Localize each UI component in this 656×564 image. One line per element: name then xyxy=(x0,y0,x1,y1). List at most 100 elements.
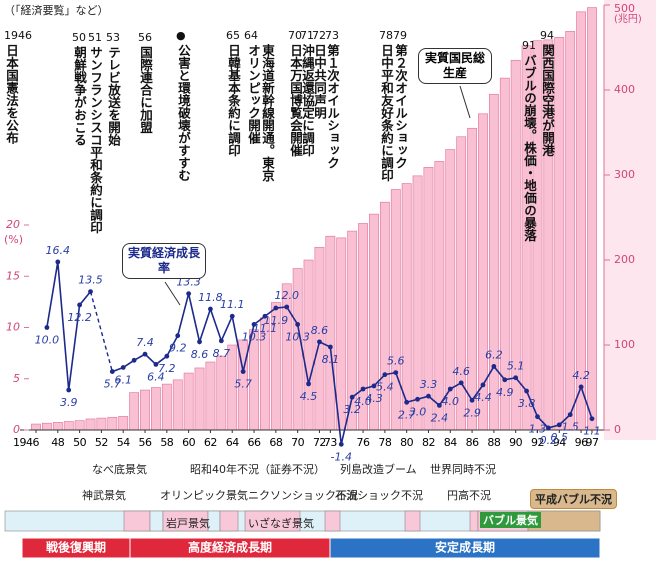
event-text: 日本万国博覧会開催 xyxy=(288,44,303,157)
data-label: 12.0 xyxy=(274,289,299,302)
timeline-cell xyxy=(324,510,341,532)
data-label: 5.6 xyxy=(387,355,405,368)
series-callout: 実質経済成長率 xyxy=(122,243,206,279)
data-label: 1.5 xyxy=(561,421,579,434)
point xyxy=(327,344,333,350)
y2-axis-label: (兆円) xyxy=(614,13,642,25)
bar xyxy=(52,422,63,431)
data-label: 0.5 xyxy=(551,431,569,444)
y-axis-label: (%) xyxy=(4,233,23,246)
point xyxy=(382,372,388,378)
data-label: 3.9 xyxy=(60,396,78,409)
point xyxy=(360,386,366,392)
bar xyxy=(74,420,85,431)
point xyxy=(197,339,202,345)
point xyxy=(77,302,83,308)
x-tick-label: 52 xyxy=(95,436,108,449)
timeline-label: バブル景気 xyxy=(480,512,541,528)
timeline-label: 円高不況 xyxy=(447,489,491,502)
timeline-cell xyxy=(123,510,151,532)
y-tick-label: 10 xyxy=(6,321,20,334)
bar xyxy=(140,389,150,431)
event-text: 公害と環境破壊がすすむ xyxy=(176,44,191,182)
event-year: 91 xyxy=(522,39,536,52)
bar xyxy=(554,36,565,431)
point xyxy=(164,353,170,359)
timeline-label: 列島改造ブーム xyxy=(340,463,417,476)
data-label: 4.0 xyxy=(354,395,372,408)
x-tick-label: 1946 xyxy=(13,436,39,449)
x-tick-label: 96 xyxy=(575,436,588,449)
x-tick-label: 80 xyxy=(400,436,413,449)
event-text: 日本国憲法を公布 xyxy=(4,44,19,144)
timeline-label: 石油ショック不況 xyxy=(335,489,423,502)
data-label: 5.7 xyxy=(104,378,122,391)
point xyxy=(349,394,355,400)
point xyxy=(142,351,148,357)
event-year: 64 xyxy=(244,29,258,42)
event-year: 73 xyxy=(325,29,339,42)
point xyxy=(436,403,442,408)
data-label: 7.4 xyxy=(136,336,154,349)
point xyxy=(317,339,322,345)
gap-line xyxy=(89,291,113,372)
data-label: 11.9 xyxy=(264,314,289,327)
bar xyxy=(107,416,118,431)
timeline-label: ニクソンショック不況 xyxy=(248,489,358,502)
x-tick-label: 70 xyxy=(291,436,304,449)
x-tick-label: 84 xyxy=(444,436,457,449)
bar xyxy=(510,59,521,431)
bar xyxy=(96,417,107,431)
x-tick-label: 64 xyxy=(226,436,239,449)
data-label: 0.2 xyxy=(540,434,558,447)
y2-tick-label: 300 xyxy=(614,168,635,181)
event-text: 関西国際空港が開港 xyxy=(540,44,555,157)
event-text: 国際連合に加盟 xyxy=(138,46,153,134)
point xyxy=(535,414,540,420)
bar xyxy=(42,422,52,431)
data-label: 5.4 xyxy=(376,381,394,394)
event-text: 日中共同声明 xyxy=(312,44,327,119)
point xyxy=(545,425,551,431)
point xyxy=(524,388,529,394)
x-tick-label: 62 xyxy=(204,436,217,449)
x-tick-label: 60 xyxy=(182,436,195,449)
point xyxy=(589,416,595,422)
point xyxy=(186,291,192,297)
point xyxy=(480,382,486,388)
data-label: 4.2 xyxy=(572,369,590,382)
bar xyxy=(183,372,194,431)
bar xyxy=(412,175,423,431)
x-tick-label: 76 xyxy=(357,436,370,449)
point xyxy=(502,377,508,383)
data-label: 2.4 xyxy=(431,411,449,424)
point xyxy=(426,393,431,399)
data-label: 2.7 xyxy=(398,408,416,421)
data-label: 3.0 xyxy=(409,405,427,418)
data-label: 10.0 xyxy=(35,334,60,347)
data-label: 11.1 xyxy=(220,298,245,311)
source: （「経済要覧」など） xyxy=(4,4,109,17)
x-tick-label: 72 xyxy=(313,436,326,449)
timeline-cell xyxy=(149,510,164,532)
data-label: 8.7 xyxy=(213,347,231,360)
event-text: 朝鮮戦争がおこる xyxy=(72,46,87,146)
data-label: 16.4 xyxy=(46,244,71,257)
data-label: 3.2 xyxy=(343,403,361,416)
point xyxy=(262,313,268,319)
bar xyxy=(336,237,347,431)
y-tick-label: 15 xyxy=(6,269,20,282)
bar xyxy=(194,367,205,431)
timeline-label: 昭和40年不況（証券不況） xyxy=(190,463,325,476)
x-tick-label: 58 xyxy=(160,436,173,449)
data-label: 4.5 xyxy=(300,390,318,403)
bar xyxy=(587,7,597,431)
bar xyxy=(161,383,172,431)
event-text: バブルの崩壊。株価・地価の暴落 xyxy=(522,54,537,242)
event-year: 65 xyxy=(226,29,240,42)
event-year: 79 xyxy=(393,29,407,42)
point xyxy=(469,397,475,403)
data-label: 11.8 xyxy=(198,291,223,304)
